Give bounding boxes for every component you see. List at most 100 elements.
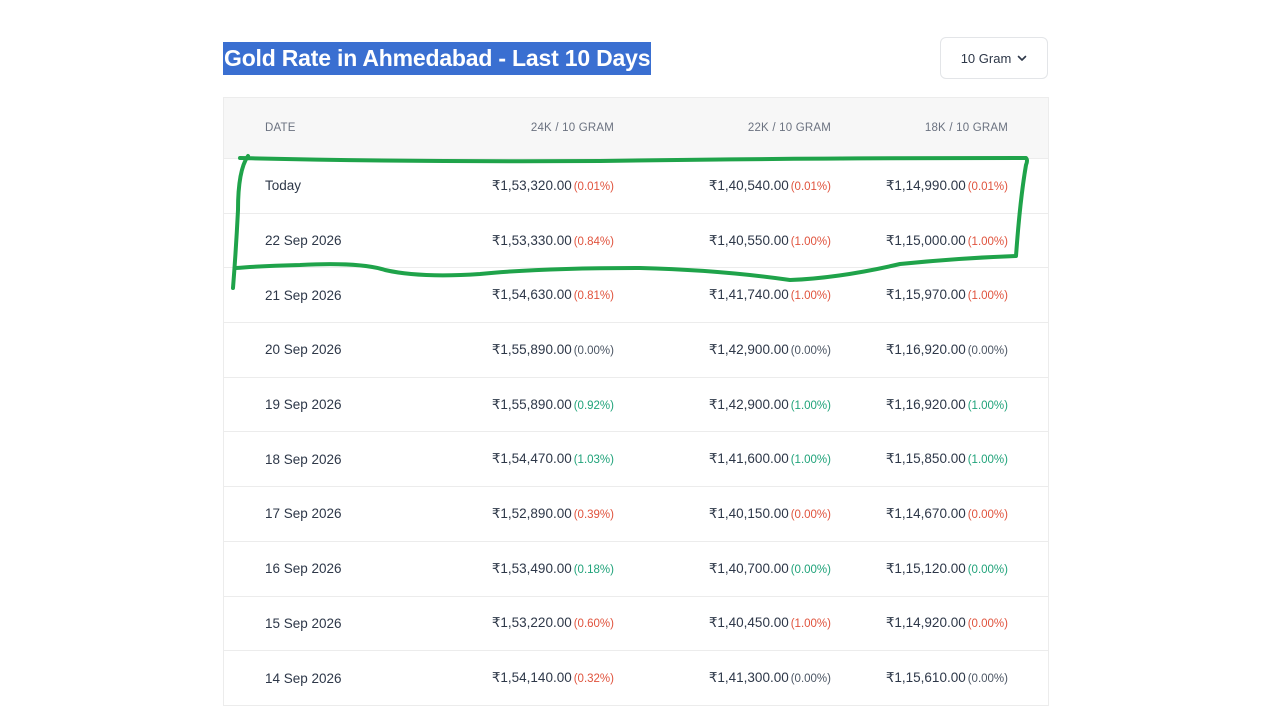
cell-22k-value: ₹1,41,300.00 (708, 670, 789, 686)
change-22k: (1.00%) (790, 290, 831, 303)
cell-22k-value: ₹1,42,900.00 (708, 341, 789, 357)
cell-24k-value: ₹1,54,630.00 (491, 287, 572, 303)
cell-24k: ₹1,55,890.00 (0.00%) (454, 342, 614, 358)
table-body: Today ₹1,53,320.00 (0.01%) ₹1,40,540.00 (0.0… (224, 158, 1048, 705)
change-22k: (0.00%) (790, 508, 831, 521)
change-18k: (1.00%) (967, 399, 1008, 412)
change-22k: (0.00%) (790, 673, 831, 686)
cell-date-value: 16 Sep 2026 (265, 561, 342, 577)
cell-date: 22 Sep 2026 (224, 233, 454, 248)
cell-date-value: Today (265, 178, 302, 194)
cell-date-value: 17 Sep 2026 (265, 506, 342, 522)
cell-18k-value: ₹1,14,920.00 (885, 615, 966, 631)
cell-24k: ₹1,53,490.00 (0.18%) (454, 561, 614, 577)
cell-24k-value: ₹1,55,890.00 (491, 341, 572, 357)
cell-22k-value: ₹1,40,450.00 (708, 615, 789, 631)
unit-select-value: 10 Gram (960, 50, 1012, 66)
cell-22k: ₹1,40,540.00 (0.01%) (614, 178, 831, 194)
cell-22k: ₹1,41,600.00 (1.00%) (614, 451, 831, 467)
change-24k: (0.32%) (573, 673, 614, 686)
cell-18k-value: ₹1,14,670.00 (885, 505, 966, 521)
cell-24k-value: ₹1,55,890.00 (491, 396, 572, 412)
cell-18k: ₹1,15,970.00 (1.00%) (831, 287, 1008, 303)
cell-18k-value: ₹1,16,920.00 (885, 396, 966, 412)
cell-22k-value: ₹1,41,740.00 (708, 287, 789, 303)
cell-24k: ₹1,54,630.00 (0.81%) (454, 287, 614, 303)
change-22k: (1.00%) (790, 399, 831, 412)
cell-24k: ₹1,55,890.00 (0.92%) (454, 397, 614, 413)
change-24k: (0.81%) (573, 290, 614, 303)
cell-22k: ₹1,40,700.00 (0.00%) (614, 561, 831, 577)
change-18k: (1.00%) (967, 454, 1008, 467)
change-24k: (1.03%) (573, 454, 614, 467)
cell-date-value: 14 Sep 2026 (265, 670, 342, 686)
change-18k: (1.00%) (967, 235, 1008, 248)
cell-date: 18 Sep 2026 (224, 452, 454, 467)
cell-date: 16 Sep 2026 (224, 561, 454, 576)
column-header-18k: 18K / 10 GRAM (924, 122, 1008, 134)
cell-24k: ₹1,53,330.00 (0.84%) (454, 233, 614, 249)
table-row: 22 Sep 2026 ₹1,53,330.00 (0.84%) ₹1,40,550.… (224, 212, 1048, 268)
table-row: Today ₹1,53,320.00 (0.01%) ₹1,40,540.00 (0.0… (224, 158, 1048, 213)
change-22k: (1.00%) (790, 235, 831, 248)
cell-24k-value: ₹1,52,890.00 (491, 505, 572, 521)
cell-22k: ₹1,40,450.00 (1.00%) (614, 615, 831, 631)
change-18k: (0.00%) (967, 618, 1008, 631)
change-22k: (1.00%) (790, 454, 831, 467)
cell-18k: ₹1,15,120.00 (0.00%) (831, 561, 1008, 577)
cell-22k: ₹1,40,550.00 (1.00%) (614, 233, 831, 249)
cell-18k: ₹1,15,000.00 (1.00%) (831, 233, 1008, 249)
change-24k: (0.92%) (573, 399, 614, 412)
cell-date-value: 20 Sep 2026 (265, 342, 342, 358)
table-row: 17 Sep 2026 ₹1,52,890.00 (0.39%) ₹1,40,150.… (224, 486, 1048, 541)
cell-18k-value: ₹1,15,000.00 (885, 232, 966, 248)
cell-24k-value: ₹1,54,470.00 (491, 451, 572, 467)
cell-date: 15 Sep 2026 (224, 616, 454, 631)
cell-22k-value: ₹1,42,900.00 (708, 396, 789, 412)
cell-18k-value: ₹1,15,610.00 (885, 670, 966, 686)
cell-18k-value: ₹1,15,850.00 (885, 451, 966, 467)
cell-18k-value: ₹1,14,990.00 (885, 177, 966, 193)
cell-24k-value: ₹1,54,140.00 (491, 670, 572, 686)
cell-18k: ₹1,14,920.00 (0.00%) (831, 615, 1008, 631)
change-18k: (0.00%) (967, 344, 1008, 357)
cell-22k-value: ₹1,41,600.00 (708, 451, 789, 467)
change-24k: (0.00%) (573, 344, 614, 357)
change-24k: (0.39%) (573, 508, 614, 521)
cell-18k: ₹1,16,920.00 (0.00%) (831, 342, 1008, 358)
cell-22k-value: ₹1,40,700.00 (708, 560, 789, 576)
cell-22k: ₹1,42,900.00 (1.00%) (614, 397, 831, 413)
cell-24k: ₹1,53,220.00 (0.60%) (454, 615, 614, 631)
cell-22k: ₹1,41,740.00 (1.00%) (614, 287, 831, 303)
cell-date-value: 18 Sep 2026 (265, 451, 342, 467)
column-header-22k: 22K / 10 GRAM (747, 122, 831, 134)
cell-18k: ₹1,15,850.00 (1.00%) (831, 451, 1008, 467)
change-24k: (0.18%) (573, 563, 614, 576)
page-title: Gold Rate in Ahmedabad - Last 10 Days (223, 42, 652, 75)
table-row: 18 Sep 2026 ₹1,54,470.00 (1.03%) ₹1,41,600.… (224, 431, 1048, 486)
change-18k: (0.00%) (967, 673, 1008, 686)
cell-date: 21 Sep 2026 (224, 288, 454, 303)
cell-18k-value: ₹1,16,920.00 (885, 341, 966, 357)
table-row: 21 Sep 2026 ₹1,54,630.00 (0.81%) ₹1,41,740.… (224, 267, 1048, 322)
change-18k: (0.01%) (967, 180, 1008, 193)
cell-22k: ₹1,41,300.00 (0.00%) (614, 670, 831, 686)
cell-date-value: 21 Sep 2026 (265, 287, 342, 303)
change-24k: (0.60%) (573, 618, 614, 631)
cell-18k-value: ₹1,15,120.00 (885, 560, 966, 576)
cell-date: 20 Sep 2026 (224, 342, 454, 357)
cell-date: 19 Sep 2026 (224, 397, 454, 412)
cell-24k: ₹1,54,140.00 (0.32%) (454, 670, 614, 686)
gold-rate-table: DATE 24K / 10 GRAM 22K / 10 GRAM 18K / 1… (223, 97, 1049, 706)
cell-24k-value: ₹1,53,330.00 (491, 232, 572, 248)
cell-18k: ₹1,16,920.00 (1.00%) (831, 397, 1008, 413)
table-row: 19 Sep 2026 ₹1,55,890.00 (0.92%) ₹1,42,900.… (224, 376, 1048, 432)
cell-24k-value: ₹1,53,490.00 (491, 560, 572, 576)
unit-select-dropdown[interactable]: 10 Gram (940, 37, 1048, 79)
table-header: DATE 24K / 10 GRAM 22K / 10 GRAM 18K / 1… (224, 98, 1048, 158)
cell-date-value: 15 Sep 2026 (265, 615, 342, 631)
cell-24k-value: ₹1,53,320.00 (491, 177, 572, 193)
cell-22k-value: ₹1,40,150.00 (708, 505, 789, 521)
column-header-date: DATE (265, 122, 296, 134)
